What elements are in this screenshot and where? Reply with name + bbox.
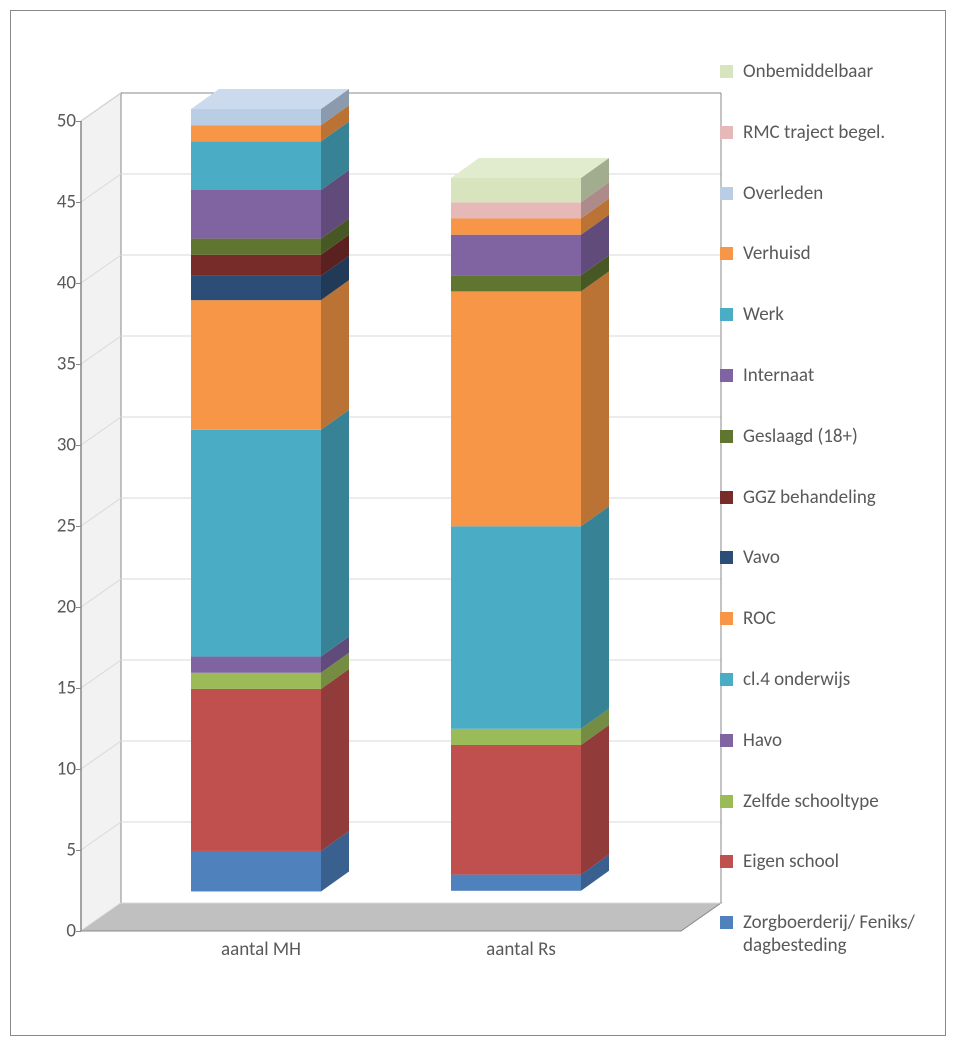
bar-aantal-mh bbox=[191, 139, 349, 921]
bar-seg-vavo bbox=[191, 275, 321, 299]
y-tick-label: 20 bbox=[36, 596, 76, 619]
bar-seg-ggz bbox=[191, 254, 321, 275]
legend-swatch bbox=[720, 491, 733, 504]
legend-label: Onbemiddelbaar bbox=[743, 61, 873, 84]
bar-seg-roc bbox=[191, 300, 321, 430]
legend-swatch bbox=[720, 126, 733, 139]
legend-swatch bbox=[720, 308, 733, 321]
legend-item-verhuisd: Verhuisd bbox=[720, 243, 930, 266]
legend-swatch bbox=[720, 247, 733, 260]
legend-item-onbemiddelbaar: Onbemiddelbaar bbox=[720, 61, 930, 84]
bar-seg-overleden bbox=[191, 109, 321, 125]
bar-aantal-rs bbox=[451, 208, 609, 921]
legend-label: Zorgboerderij/ Feniks/ dagbesteding bbox=[743, 912, 930, 958]
legend-label: cl.4 onderwijs bbox=[743, 669, 850, 692]
x-label-0: aantal MH bbox=[181, 938, 341, 961]
bar-seg-zelfde_schooltype bbox=[451, 729, 581, 745]
legend-swatch bbox=[720, 65, 733, 78]
legend-label: Zelfde schooltype bbox=[743, 791, 879, 814]
legend-item-overleden: Overleden bbox=[720, 183, 930, 206]
legend-item-roc: ROC bbox=[720, 608, 930, 631]
chart-container: 05101520253035404550 aantal MH aantal Rs… bbox=[10, 10, 946, 1036]
legend-label: Overleden bbox=[743, 183, 823, 206]
y-tick-label: 10 bbox=[36, 758, 76, 781]
bar-seg-onbemiddelbaar bbox=[451, 178, 581, 202]
legend-swatch bbox=[720, 369, 733, 382]
legend-label: RMC traject begel. bbox=[743, 122, 885, 145]
legend-item-geslaagd: Geslaagd (18+) bbox=[720, 426, 930, 449]
y-tick-label: 30 bbox=[36, 434, 76, 457]
legend: Onbemiddelbaar RMC traject begel. Overlede… bbox=[720, 61, 930, 996]
legend-item-zorgboerderij: Zorgboerderij/ Feniks/ dagbesteding bbox=[720, 912, 930, 958]
bar-seg-roc bbox=[451, 292, 581, 527]
y-tick-label: 45 bbox=[36, 191, 76, 214]
bar-seg-eigen_school bbox=[451, 745, 581, 875]
bar-seg-zelfde_schooltype bbox=[191, 672, 321, 688]
bar-seg-zorgboerderij bbox=[451, 875, 581, 891]
y-tick-label: 0 bbox=[36, 920, 76, 943]
legend-swatch bbox=[720, 855, 733, 868]
y-tick-label: 40 bbox=[36, 272, 76, 295]
bar-seg-eigen_school bbox=[191, 689, 321, 851]
y-tick-label: 5 bbox=[36, 839, 76, 862]
legend-swatch bbox=[720, 187, 733, 200]
plot-area: 05101520253035404550 aantal MH aantal Rs bbox=[81, 61, 681, 931]
y-tick-label: 15 bbox=[36, 677, 76, 700]
bar-seg-cl4_onderwijs bbox=[451, 527, 581, 730]
bar-seg-havo bbox=[191, 656, 321, 672]
legend-item-havo: Havo bbox=[720, 730, 930, 753]
legend-label: Werk bbox=[743, 304, 784, 327]
legend-swatch bbox=[720, 795, 733, 808]
bar-seg-werk bbox=[191, 141, 321, 190]
legend-label: Internaat bbox=[743, 365, 814, 388]
legend-swatch bbox=[720, 430, 733, 443]
back-wall-grid bbox=[81, 61, 721, 941]
legend-item-internaat: Internaat bbox=[720, 365, 930, 388]
legend-label: ROC bbox=[743, 608, 776, 631]
legend-item-rmc: RMC traject begel. bbox=[720, 122, 930, 145]
legend-item-cl4_onderwijs: cl.4 onderwijs bbox=[720, 669, 930, 692]
bar-seg-internaat bbox=[451, 235, 581, 276]
bar-seg-internaat bbox=[191, 190, 321, 239]
bar-seg-geslaagd bbox=[191, 238, 321, 254]
legend-item-vavo: Vavo bbox=[720, 547, 930, 570]
legend-swatch bbox=[720, 612, 733, 625]
bar-seg-verhuisd bbox=[451, 219, 581, 235]
legend-swatch bbox=[720, 673, 733, 686]
legend-swatch bbox=[720, 916, 733, 929]
x-label-1: aantal Rs bbox=[441, 938, 601, 961]
bar-seg-geslaagd bbox=[451, 275, 581, 291]
legend-swatch bbox=[720, 551, 733, 564]
legend-item-zelfde_schooltype: Zelfde schooltype bbox=[720, 791, 930, 814]
y-tick-label: 50 bbox=[36, 110, 76, 133]
legend-item-eigen_school: Eigen school bbox=[720, 851, 930, 874]
legend-label: Geslaagd (18+) bbox=[743, 426, 858, 449]
bar-seg-verhuisd bbox=[191, 125, 321, 141]
legend-label: Eigen school bbox=[743, 851, 839, 874]
legend-item-werk: Werk bbox=[720, 304, 930, 327]
bar-seg-rmc bbox=[451, 203, 581, 219]
y-tick-label: 25 bbox=[36, 515, 76, 538]
legend-item-ggz: GGZ behandeling bbox=[720, 487, 930, 510]
legend-label: Vavo bbox=[743, 547, 780, 570]
legend-label: Havo bbox=[743, 730, 782, 753]
bar-seg-cl4_onderwijs bbox=[191, 429, 321, 656]
legend-label: GGZ behandeling bbox=[743, 487, 876, 510]
y-tick-label: 35 bbox=[36, 353, 76, 376]
legend-swatch bbox=[720, 734, 733, 747]
legend-label: Verhuisd bbox=[743, 243, 811, 266]
bar-seg-zorgboerderij bbox=[191, 851, 321, 892]
